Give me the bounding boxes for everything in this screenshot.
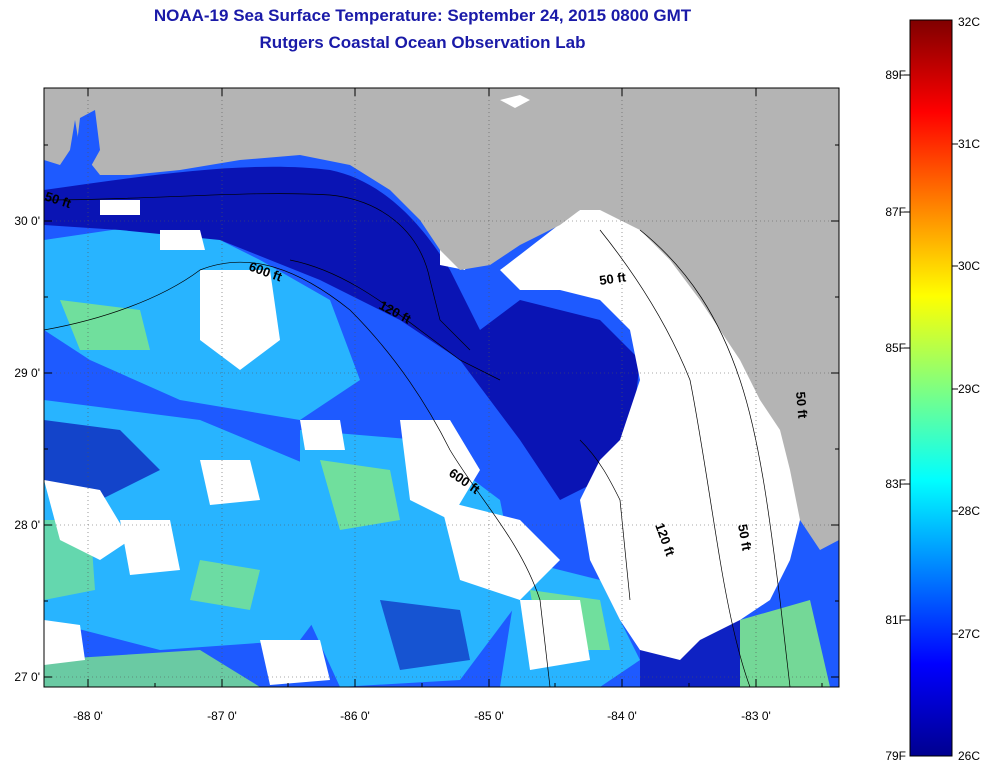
colorbar-c-28: 28C <box>958 504 980 518</box>
map-title: NOAA-19 Sea Surface Temperature: Septemb… <box>153 6 692 25</box>
colorbar-f-81: 81F <box>885 613 906 627</box>
latitude-labels: 30 0' 29 0' 28 0' 27 0' <box>14 214 40 684</box>
lat-label-30: 30 0' <box>14 214 40 228</box>
contour-label-50ft-bend: 50 ft <box>598 269 627 288</box>
contour-label-50ft-coast: 50 ft <box>793 391 810 420</box>
colorbar-gradient <box>909 19 953 757</box>
lat-label-27: 27 0' <box>14 670 40 684</box>
lon-label-85: -85 0' <box>474 709 504 723</box>
colorbar-c-32: 32C <box>958 15 980 29</box>
colorbar-c-27: 27C <box>958 627 980 641</box>
lon-label-83: -83 0' <box>741 709 771 723</box>
colorbar-f-83: 83F <box>885 477 906 491</box>
colorbar-f-87: 87F <box>885 205 906 219</box>
map-area: 50 ft 600 ft 120 ft 50 ft 120 ft 50 ft 6… <box>44 88 839 687</box>
colorbar-c-31: 31C <box>958 137 980 151</box>
inland-cloud <box>500 95 530 108</box>
isobath-lines <box>44 193 791 687</box>
colorbar-f-85: 85F <box>885 341 906 355</box>
colorbar-c-26: 26C <box>958 749 980 763</box>
lon-label-86: -86 0' <box>340 709 370 723</box>
colorbar-f-89: 89F <box>885 68 906 82</box>
land-mass <box>44 88 839 550</box>
lat-label-28: 28 0' <box>14 518 40 532</box>
lon-label-88: -88 0' <box>73 709 103 723</box>
colorbar-ticks <box>904 74 958 635</box>
colorbar-c-30: 30C <box>958 259 980 273</box>
longitude-labels: -88 0' -87 0' -86 0' -85 0' -84 0' -83 0… <box>73 709 771 723</box>
lat-label-29: 29 0' <box>14 366 40 380</box>
colorbar-f-79: 79F <box>885 749 906 763</box>
map-subtitle: Rutgers Coastal Ocean Observation Lab <box>259 33 586 52</box>
colorbar: 32C 31C 30C 29C 28C 27C 26C 89F 87F 85F … <box>885 15 980 763</box>
map-frame <box>43 87 840 688</box>
colorbar-c-29: 29C <box>958 382 980 396</box>
contour-label-50ft-east: 50 ft <box>735 523 755 553</box>
lon-label-87: -87 0' <box>207 709 237 723</box>
axis-ticks <box>44 88 839 687</box>
lon-label-84: -84 0' <box>607 709 637 723</box>
graticule <box>44 88 839 687</box>
mobile-bay <box>75 110 100 168</box>
